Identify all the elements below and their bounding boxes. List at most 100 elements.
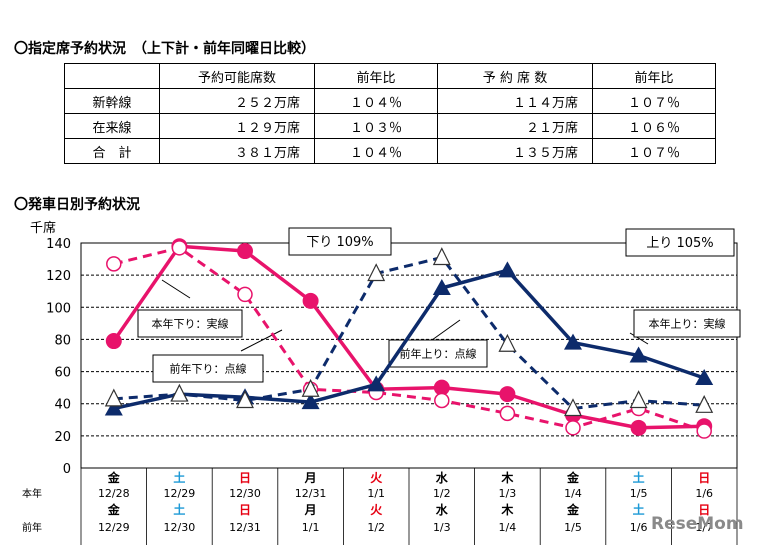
x-tick-weekday-last-year: 火: [370, 503, 383, 517]
annotation-box: [288, 227, 392, 256]
annotation-leader: [629, 332, 649, 345]
annotation-leader: [240, 329, 283, 352]
row-label-this-year: 本年: [22, 487, 42, 500]
data-point-up_last: [170, 383, 189, 402]
data-point-down_this: [433, 379, 450, 396]
table-cell: １０６％: [592, 113, 716, 139]
data-point-up_this: [432, 279, 451, 295]
data-point-up_this: [498, 261, 517, 278]
x-tick-date-this-year: 1/2: [433, 487, 451, 500]
x-tick-weekday-this-year: 金: [107, 470, 121, 485]
row-label-last-year: 前年: [22, 521, 42, 534]
data-point-up_last: [629, 390, 648, 409]
table-row: 新幹線 ２５２万席 １０４％ １１４万席 １０７％: [64, 88, 716, 114]
annotation-box: [633, 309, 741, 338]
x-tick-date-this-year: 1/4: [564, 487, 582, 500]
data-point-up_this: [301, 393, 320, 410]
annotation-box: [152, 354, 264, 383]
x-tick-weekday-last-year: 金: [107, 502, 121, 517]
annotation-down_this_label: 本年下り：実線: [152, 316, 229, 330]
reservation-summary-table: 予約可能席数 前年比 予 約 席 数 前年比 新幹線 ２５２万席 １０４％ １１…: [64, 63, 716, 164]
x-tick-weekday-last-year: 金: [566, 502, 580, 517]
data-point-up_this: [695, 369, 714, 385]
x-tick-weekday-this-year: 水: [436, 470, 449, 485]
x-tick-weekday-last-year: 日: [239, 503, 251, 517]
annotation-up_total: 上り 105%: [646, 236, 713, 251]
x-tick-date-this-year: 1/6: [695, 487, 713, 500]
x-tick-weekday-last-year: 土: [173, 502, 185, 517]
data-point-up_last: [695, 394, 714, 413]
series-line-down_this: [112, 244, 705, 430]
data-point-up_last: [367, 263, 386, 282]
data-point-up_last: [236, 390, 254, 409]
data-point-down_last: [499, 405, 516, 422]
annotation-box: [137, 309, 243, 338]
x-tick-weekday-this-year: 日: [698, 471, 710, 485]
annotation-down_last_label: 前年下り：点線: [170, 361, 247, 375]
table-header-blank: [64, 63, 160, 89]
x-tick-weekday-this-year: 土: [633, 470, 645, 485]
series-line-down_last: [113, 246, 705, 433]
x-tick-date-last-year: 1/3: [433, 521, 451, 534]
x-tick-date-this-year: 1/5: [630, 487, 648, 500]
y-tick-label: 120: [46, 269, 71, 284]
x-tick-weekday-last-year: 水: [436, 502, 449, 517]
table-cell: １０３％: [314, 113, 438, 139]
data-point-down_last: [171, 240, 188, 256]
annotation-up_this_label: 本年上り：実線: [649, 316, 726, 330]
row-label-conventional: 在来線: [64, 113, 160, 139]
x-tick-date-last-year: 12/30: [164, 521, 196, 534]
x-tick-date-last-year: 1/6: [630, 521, 648, 534]
x-tick-date-last-year: 1/5: [564, 521, 582, 534]
table-header-yoy-reserved: 前年比: [592, 63, 716, 89]
data-point-down_this: [630, 419, 647, 436]
x-tick-weekday-this-year: 火: [370, 471, 383, 485]
data-point-down_this: [105, 333, 122, 350]
annotation-leader: [431, 319, 461, 341]
data-point-down_this: [302, 292, 319, 309]
table-cell: １３５万席: [437, 138, 593, 164]
data-point-down_last: [565, 420, 581, 436]
table-header-row: 予約可能席数 前年比 予 約 席 数 前年比: [64, 63, 716, 89]
x-tick-weekday-last-year: 月: [304, 503, 317, 517]
row-label-total: 合 計: [64, 138, 160, 164]
annotation-box: [388, 339, 488, 368]
table-cell: ２１万席: [437, 113, 593, 139]
x-tick-date-this-year: 12/30: [229, 487, 261, 500]
table-cell: １０４％: [314, 88, 438, 114]
x-tick-weekday-last-year: 木: [500, 502, 514, 517]
annotation-up_last_label: 前年上り：点線: [400, 346, 477, 360]
data-point-up_this: [564, 333, 582, 350]
series-line-up_this: [113, 268, 705, 411]
data-point-down_last: [696, 423, 712, 439]
x-tick-date-this-year: 12/31: [295, 487, 327, 500]
x-tick-date-last-year: 1/1: [302, 521, 320, 534]
table-cell: １２９万席: [159, 113, 315, 139]
y-tick-label: 100: [46, 301, 71, 316]
data-point-up_last: [498, 333, 517, 352]
table-cell: １０７％: [592, 138, 716, 164]
data-point-up_last: [104, 388, 123, 407]
data-point-up_this: [367, 375, 386, 392]
table-cell: １１４万席: [437, 88, 593, 114]
x-tick-date-last-year: 1/4: [499, 521, 517, 534]
x-tick-date-last-year: 12/31: [229, 521, 261, 534]
data-point-down_last: [434, 392, 450, 409]
data-point-up_last: [432, 247, 451, 266]
annotation-leader: [161, 279, 191, 299]
daily-reservation-heading: 〇発車日別予約状況: [14, 197, 140, 213]
table-cell: １０４％: [314, 138, 438, 164]
table-row: 在来線 １２９万席 １０３％ ２１万席 １０６％: [64, 113, 716, 139]
x-tick-weekday-this-year: 日: [239, 471, 251, 485]
data-point-up_last: [564, 398, 582, 417]
x-tick-weekday-this-year: 木: [500, 470, 514, 485]
x-tick-date-this-year: 1/3: [499, 487, 517, 500]
x-tick-weekday-this-year: 月: [304, 471, 317, 485]
table-cell: ２５２万席: [159, 88, 315, 114]
y-tick-label: 80: [54, 333, 71, 348]
table-cell: ３８１万席: [159, 138, 315, 164]
x-tick-weekday-last-year: 土: [633, 502, 645, 517]
data-point-down_this: [499, 386, 516, 403]
watermark-logo: ReseMom: [651, 514, 744, 534]
